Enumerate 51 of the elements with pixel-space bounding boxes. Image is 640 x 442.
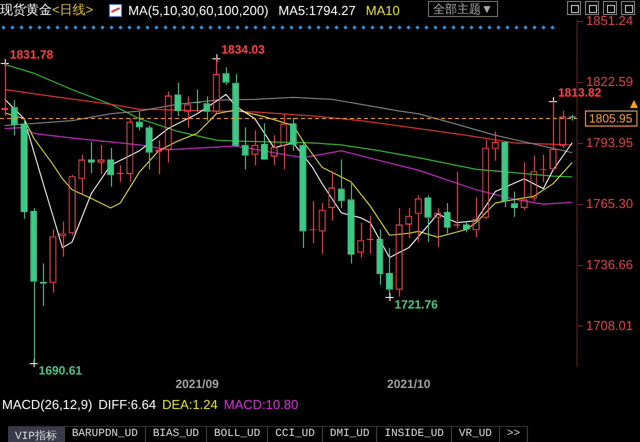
candlestick (174, 82, 182, 116)
y-tick-label: 1765.30 (586, 196, 634, 211)
chart-subtitle: <日线> (52, 1, 94, 19)
candlestick (299, 142, 306, 248)
candlestick (444, 202, 451, 234)
candlestick (20, 118, 28, 220)
chart-title: 现货黄金 (0, 1, 52, 19)
text: 全部主题▼ (428, 1, 498, 17)
candlestick (348, 181, 354, 264)
candlestick (290, 117, 297, 152)
legend-title: MA(5,10,30,60,100,200) (128, 2, 268, 18)
candlestick (10, 100, 18, 136)
annotation: 1834.03 (221, 42, 266, 57)
candlestick (116, 164, 124, 182)
candlestick (261, 123, 268, 160)
candlestick (501, 140, 508, 208)
text: DMI_UD (322, 427, 378, 442)
y-tick-label: 1736.66 (586, 256, 634, 272)
ref-line-label: 1805.95 (589, 111, 633, 126)
text: DEA:1.24 (162, 397, 218, 412)
candlestick (146, 124, 153, 170)
text: BIAS_UD (146, 427, 208, 442)
candlestick (107, 147, 114, 188)
annotation: 1690.61 (38, 363, 82, 378)
text: BOLL_UD (207, 427, 268, 442)
text: BARUPDN_UD (64, 427, 146, 442)
x-tick-label: 2021/10 (387, 377, 431, 392)
candlestick (203, 96, 210, 122)
text: MACD:10.80 (224, 397, 298, 412)
candlestick (366, 215, 374, 254)
y-tick-label: 1851.24 (586, 13, 634, 28)
text: CCI_UD (268, 427, 323, 442)
text: INSIDE_UD (377, 427, 452, 442)
text: DIFF:6.64 (98, 397, 156, 412)
candlestick (453, 172, 460, 229)
text: MA5:1794.27 (278, 2, 356, 18)
candlestick (88, 142, 95, 174)
candlestick (232, 74, 240, 148)
candlestick (424, 194, 432, 242)
annotation: 1721.76 (394, 297, 438, 312)
text: VR_UD (452, 427, 500, 442)
text: MACD(26,12,9) (2, 397, 92, 412)
y-tick-label: 1793.95 (586, 135, 634, 150)
annotation: 1831.78 (10, 47, 54, 62)
text: MA10 (366, 2, 400, 18)
text: VIP指标 (8, 427, 65, 442)
text: >> (500, 427, 528, 442)
y-tick-label: 1708.01 (586, 318, 634, 333)
candlestick (338, 158, 345, 208)
candlestick (376, 228, 384, 286)
x-tick-label: 2021/09 (175, 377, 220, 392)
